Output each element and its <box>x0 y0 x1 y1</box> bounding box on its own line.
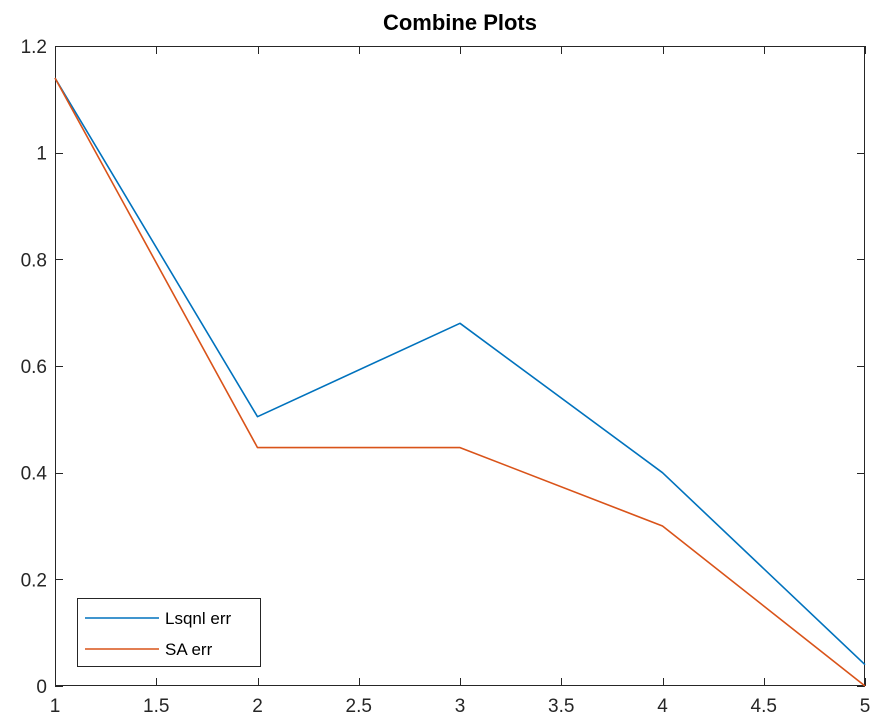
x-tick-label: 1.5 <box>143 696 169 717</box>
x-tick-label: 5 <box>860 696 870 717</box>
y-axis: 0 0.2 0.4 0.6 0.8 1 1.2 <box>21 37 865 698</box>
series-line-2 <box>54 77 866 687</box>
y-tick-label: 1.2 <box>21 37 47 58</box>
y-tick-label: 0.2 <box>21 570 47 591</box>
series-line-1 <box>54 77 866 666</box>
legend-label: SA err <box>165 640 213 659</box>
y-tick-label: 0 <box>36 677 47 698</box>
x-tick-label: 2.5 <box>346 696 372 717</box>
series-layer <box>54 77 866 687</box>
legend-label: Lsqnl err <box>165 609 231 628</box>
y-tick-label: 1 <box>36 144 47 165</box>
x-tick-label: 2 <box>252 696 263 717</box>
x-tick-label: 3.5 <box>548 696 574 717</box>
x-tick-label: 4.5 <box>751 696 777 717</box>
x-tick-label: 4 <box>657 696 668 717</box>
y-tick-label: 0.6 <box>21 357 47 378</box>
chart-title: Combine Plots <box>383 10 537 35</box>
x-tick-label: 1 <box>50 696 61 717</box>
x-tick-label: 3 <box>455 696 466 717</box>
x-axis: 1 1.5 2 2.5 3 3.5 4 4.5 5 <box>50 46 870 717</box>
legend: Lsqnl err SA err <box>77 598 261 667</box>
y-tick-label: 0.8 <box>21 250 47 271</box>
y-tick-label: 0.4 <box>21 464 48 485</box>
legend-box <box>77 598 261 667</box>
